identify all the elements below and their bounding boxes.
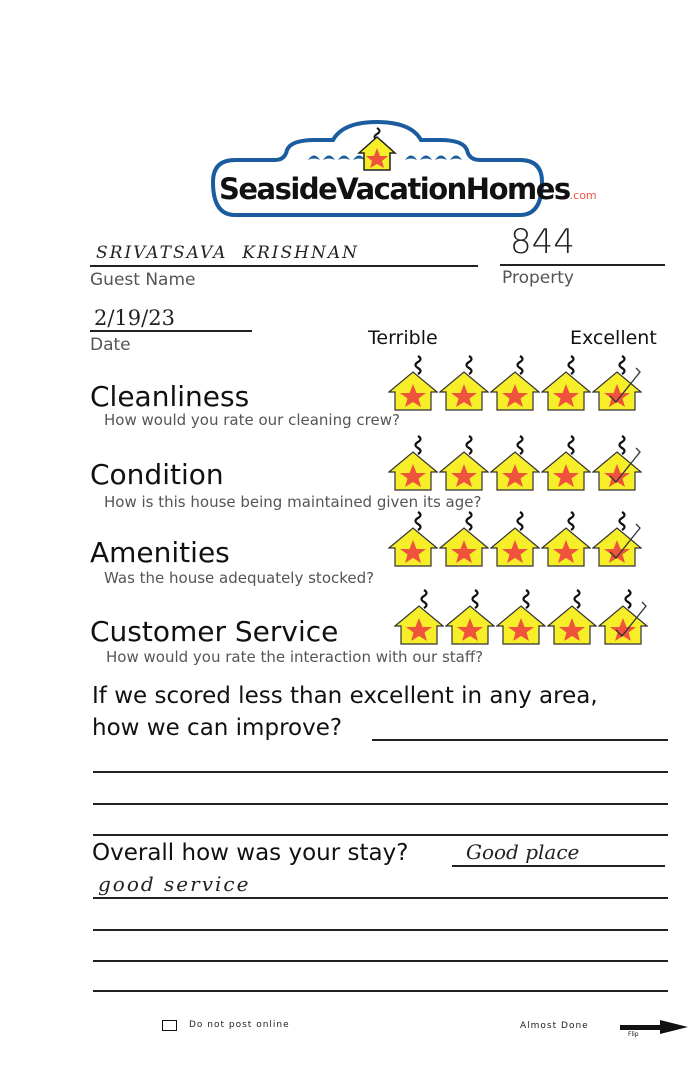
property-label: Property — [502, 268, 574, 288]
rating-title: Cleanliness — [90, 380, 250, 413]
arrow-right-icon — [620, 1019, 688, 1038]
house-rating-icon[interactable] — [592, 354, 642, 412]
overall-line — [93, 897, 668, 899]
overall-question: Overall how was your stay? — [92, 840, 409, 866]
check-mark — [609, 447, 641, 483]
date-label: Date — [90, 335, 131, 355]
rating-houses[interactable] — [388, 510, 642, 568]
guest-name-line — [90, 265, 478, 267]
overall-line — [93, 990, 668, 992]
rating-question: How would you rate the interaction with … — [106, 648, 484, 666]
overall-answer-line2[interactable]: good service — [98, 872, 251, 896]
house-rating-icon[interactable] — [592, 434, 642, 492]
do-not-post-checkbox[interactable] — [162, 1020, 177, 1031]
house-rating-icon[interactable] — [439, 510, 489, 568]
house-rating-icon[interactable] — [394, 588, 444, 646]
rating-question: How is this house being maintained given… — [104, 493, 482, 511]
house-rating-icon[interactable] — [541, 510, 591, 568]
date-line — [90, 330, 252, 332]
logo-brand: SeasideVacationHomes — [219, 172, 571, 206]
house-rating-icon[interactable] — [541, 354, 591, 412]
do-not-post-label: Do not post online — [189, 1020, 290, 1030]
scale-low-label: Terrible — [368, 327, 438, 349]
house-rating-icon[interactable] — [388, 354, 438, 412]
scale-high-label: Excellent — [570, 327, 657, 349]
house-rating-icon[interactable] — [592, 510, 642, 568]
rating-question: How would you rate our cleaning crew? — [104, 411, 400, 429]
overall-line — [452, 865, 665, 867]
check-mark — [609, 367, 641, 403]
almost-done-label: Almost Done — [520, 1021, 589, 1031]
check-mark — [609, 523, 641, 559]
improve-question-line1: If we scored less than excellent in any … — [92, 683, 598, 709]
house-rating-icon[interactable] — [388, 510, 438, 568]
improve-line — [372, 739, 668, 741]
company-logo: SeasideVacationHomes.com — [205, 119, 597, 220]
rating-title: Customer Service — [90, 615, 339, 648]
house-rating-icon[interactable] — [388, 434, 438, 492]
house-rating-icon[interactable] — [439, 354, 489, 412]
overall-answer-line1[interactable]: Good place — [466, 840, 580, 864]
overall-line — [93, 960, 668, 962]
improve-question-line2: how we can improve? — [92, 715, 343, 741]
improve-line — [93, 771, 668, 773]
flip-label: Flip — [628, 1031, 639, 1038]
house-rating-icon[interactable] — [598, 588, 648, 646]
rating-title: Amenities — [90, 536, 230, 569]
rating-title: Condition — [90, 458, 224, 491]
improve-line — [93, 803, 668, 805]
house-rating-icon[interactable] — [547, 588, 597, 646]
house-rating-icon[interactable] — [445, 588, 495, 646]
house-rating-icon[interactable] — [541, 434, 591, 492]
logo-suffix: .com — [569, 189, 597, 202]
guest-name-label: Guest Name — [90, 270, 196, 290]
rating-houses[interactable] — [388, 354, 642, 412]
house-rating-icon[interactable] — [490, 434, 540, 492]
house-rating-icon[interactable] — [490, 510, 540, 568]
date-value[interactable]: 2/19/23 — [94, 306, 175, 330]
property-value[interactable]: 844 — [510, 222, 575, 262]
house-rating-icon[interactable] — [496, 588, 546, 646]
property-line — [500, 264, 665, 266]
rating-houses[interactable] — [388, 434, 642, 492]
rating-question: Was the house adequately stocked? — [104, 569, 375, 587]
rating-houses[interactable] — [394, 588, 648, 646]
overall-line — [93, 929, 668, 931]
guest-name-value[interactable]: SRIVATSAVA KRISHNAN — [96, 243, 359, 263]
house-rating-icon[interactable] — [490, 354, 540, 412]
check-mark — [615, 601, 647, 637]
improve-line — [93, 834, 668, 836]
house-rating-icon[interactable] — [439, 434, 489, 492]
